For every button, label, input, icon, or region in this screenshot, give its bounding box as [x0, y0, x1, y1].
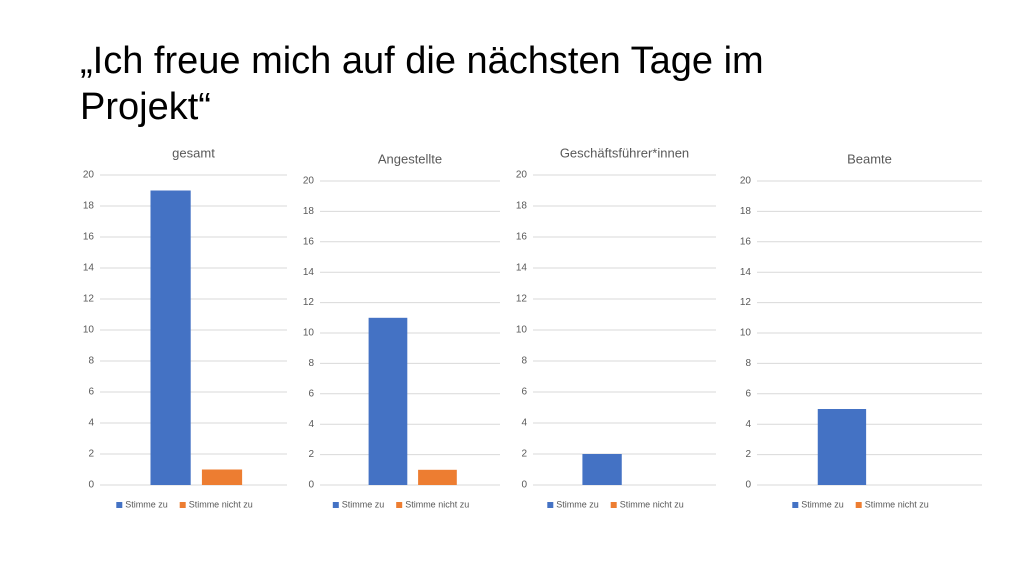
y-tick-label: 14 [303, 267, 315, 278]
y-tick-label: 0 [745, 480, 751, 491]
y-tick-label: 20 [83, 170, 95, 181]
y-tick-label: 16 [83, 232, 95, 243]
y-tick-label: 2 [88, 449, 94, 460]
legend-swatch [116, 502, 123, 508]
y-tick-label: 18 [740, 206, 752, 217]
slide-title: „Ich freue mich auf die nächsten Tage im… [80, 40, 764, 128]
chart-title: Geschäftsführer*innen [560, 145, 689, 160]
chart-title: Angestellte [378, 151, 442, 166]
y-tick-label: 2 [745, 449, 751, 460]
y-tick-label: 0 [88, 480, 94, 491]
y-tick-label: 16 [740, 236, 752, 247]
y-tick-label: 4 [88, 418, 94, 429]
legend-label: Stimme nicht zu [189, 499, 253, 509]
legend-swatch [855, 502, 862, 508]
y-tick-label: 20 [303, 176, 315, 187]
y-tick-label: 12 [740, 297, 752, 308]
y-tick-label: 6 [308, 388, 314, 399]
legend-swatch [179, 502, 186, 508]
y-tick-label: 6 [88, 387, 94, 398]
y-tick-label: 10 [303, 328, 315, 339]
legend-label: Stimme nicht zu [405, 499, 469, 509]
y-tick-label: 4 [521, 418, 527, 429]
y-tick-label: 8 [745, 358, 751, 369]
y-tick-label: 4 [745, 419, 751, 430]
chart-title: Beamte [847, 151, 892, 166]
y-tick-label: 6 [745, 388, 751, 399]
bar [368, 317, 408, 485]
legend-label: Stimme zu [801, 499, 844, 509]
legend-label: Stimme zu [125, 499, 168, 509]
y-tick-label: 12 [303, 297, 315, 308]
legend-swatch [547, 502, 554, 508]
y-tick-label: 14 [740, 267, 752, 278]
y-tick-label: 14 [83, 263, 95, 274]
y-tick-label: 16 [303, 236, 315, 247]
legend-label: Stimme zu [556, 499, 599, 509]
legend-label: Stimme nicht zu [865, 499, 929, 509]
y-tick-label: 2 [308, 449, 314, 460]
chart-title: gesamt [172, 145, 215, 160]
bar [582, 454, 622, 485]
y-tick-label: 2 [521, 449, 527, 460]
legend-label: Stimme nicht zu [620, 499, 684, 509]
y-tick-label: 12 [83, 294, 95, 305]
bar [201, 469, 243, 485]
bar [817, 409, 867, 485]
y-tick-label: 8 [521, 356, 527, 367]
y-tick-label: 8 [308, 358, 314, 369]
y-tick-label: 8 [88, 356, 94, 367]
y-tick-label: 18 [516, 201, 528, 212]
y-tick-label: 10 [83, 325, 95, 336]
y-tick-label: 12 [516, 294, 528, 305]
legend-label: Stimme zu [342, 499, 385, 509]
y-tick-label: 14 [516, 263, 528, 274]
y-tick-label: 0 [308, 480, 314, 491]
y-tick-label: 20 [740, 176, 752, 187]
legend-swatch [792, 502, 799, 508]
y-tick-label: 10 [740, 328, 752, 339]
y-tick-label: 6 [521, 387, 527, 398]
legend-swatch [332, 502, 339, 508]
legend-swatch [610, 502, 617, 508]
y-tick-label: 16 [516, 232, 528, 243]
legend-swatch [396, 502, 403, 508]
y-tick-label: 18 [303, 206, 315, 217]
y-tick-label: 10 [516, 325, 528, 336]
y-tick-label: 20 [516, 170, 528, 181]
bar [418, 469, 457, 485]
y-tick-label: 4 [308, 419, 314, 430]
bar [150, 190, 191, 485]
y-tick-label: 18 [83, 201, 95, 212]
y-tick-label: 0 [521, 480, 527, 491]
